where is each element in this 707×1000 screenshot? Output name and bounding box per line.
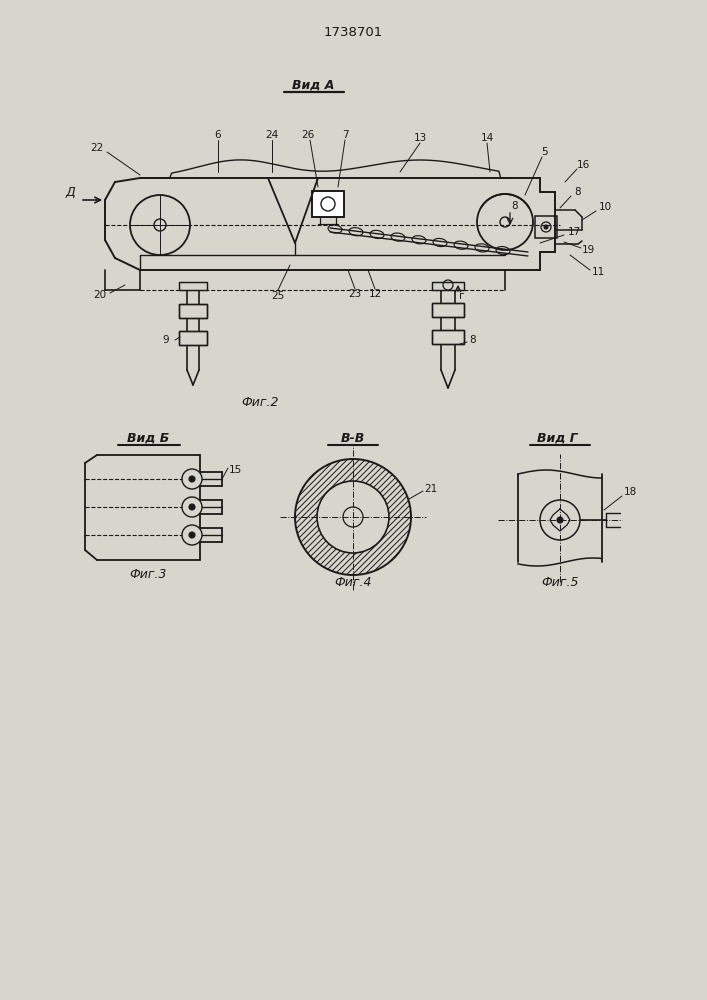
Circle shape bbox=[544, 225, 548, 229]
Text: Вид Б: Вид Б bbox=[127, 432, 169, 444]
Bar bbox=[432, 303, 464, 317]
Text: 5: 5 bbox=[542, 147, 549, 157]
Bar bbox=[179, 304, 207, 318]
Text: г: г bbox=[460, 291, 464, 301]
Text: 26: 26 bbox=[301, 130, 315, 140]
Bar bbox=[179, 282, 207, 290]
Text: Фиг.2: Фиг.2 bbox=[241, 395, 279, 408]
Text: 8: 8 bbox=[512, 201, 518, 211]
Text: В-В: В-В bbox=[341, 432, 365, 444]
Text: 8: 8 bbox=[575, 187, 581, 197]
Text: 21: 21 bbox=[424, 484, 438, 494]
Text: Фиг.3: Фиг.3 bbox=[129, 568, 167, 582]
Text: 17: 17 bbox=[568, 227, 580, 237]
Circle shape bbox=[189, 532, 195, 538]
Text: 15: 15 bbox=[228, 465, 242, 475]
Bar bbox=[432, 282, 464, 290]
Text: Фиг.5: Фиг.5 bbox=[542, 576, 579, 588]
Text: 16: 16 bbox=[576, 160, 590, 170]
Text: 22: 22 bbox=[90, 143, 104, 153]
Bar bbox=[432, 303, 464, 317]
Text: 7: 7 bbox=[341, 130, 349, 140]
Text: Фиг.4: Фиг.4 bbox=[334, 576, 372, 588]
Bar bbox=[535, 216, 557, 238]
Bar bbox=[432, 282, 464, 290]
Text: 6: 6 bbox=[215, 130, 221, 140]
Text: 24: 24 bbox=[265, 130, 279, 140]
Text: 12: 12 bbox=[368, 289, 382, 299]
Circle shape bbox=[189, 476, 195, 482]
Text: Вид А: Вид А bbox=[292, 79, 334, 92]
Bar bbox=[312, 191, 344, 217]
Text: 18: 18 bbox=[624, 487, 636, 497]
Circle shape bbox=[189, 504, 195, 510]
Text: 11: 11 bbox=[591, 267, 604, 277]
Text: 25: 25 bbox=[271, 291, 285, 301]
Text: 10: 10 bbox=[598, 202, 612, 212]
Text: 23: 23 bbox=[349, 289, 361, 299]
Text: 9: 9 bbox=[163, 335, 169, 345]
Text: Вид Г: Вид Г bbox=[537, 432, 578, 444]
Text: 20: 20 bbox=[93, 290, 107, 300]
Bar bbox=[179, 331, 207, 345]
Text: Д: Д bbox=[65, 186, 75, 198]
Bar bbox=[179, 282, 207, 290]
Bar bbox=[179, 304, 207, 318]
Text: 19: 19 bbox=[581, 245, 595, 255]
Bar bbox=[432, 330, 464, 344]
Bar bbox=[432, 330, 464, 344]
Text: 13: 13 bbox=[414, 133, 426, 143]
Text: 1738701: 1738701 bbox=[323, 25, 382, 38]
Bar bbox=[312, 191, 344, 217]
Text: 8: 8 bbox=[469, 335, 477, 345]
Text: 14: 14 bbox=[480, 133, 493, 143]
Bar bbox=[179, 331, 207, 345]
Circle shape bbox=[557, 517, 563, 523]
